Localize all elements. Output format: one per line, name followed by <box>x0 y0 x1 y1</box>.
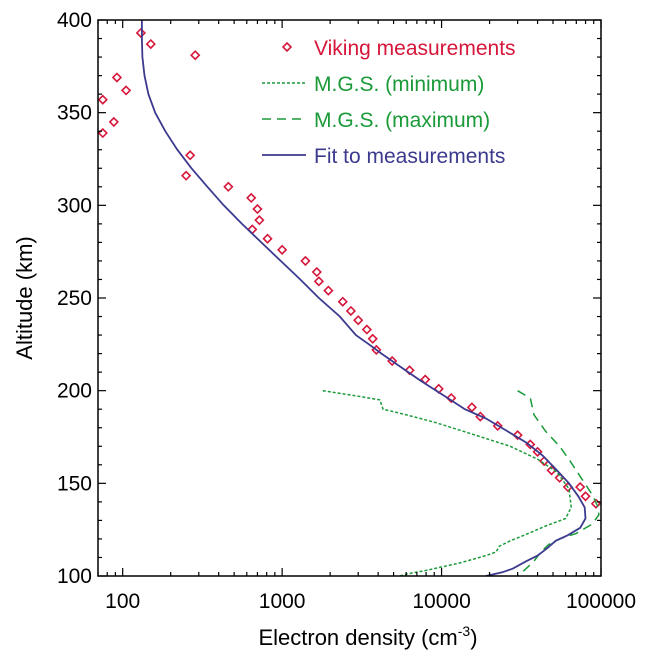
x-tick-label: 1000 <box>259 590 306 613</box>
data-point <box>135 27 146 39</box>
legend-marker <box>281 41 293 53</box>
data-layer <box>98 20 601 576</box>
viking-measurements-series <box>98 27 601 509</box>
data-point <box>108 116 119 128</box>
data-point <box>223 181 234 192</box>
data-point <box>98 94 108 105</box>
x-tick-label: 100 <box>105 590 140 613</box>
data-point <box>190 50 201 61</box>
data-point <box>345 305 357 317</box>
series-line-2 <box>517 390 600 576</box>
data-point <box>185 150 196 161</box>
plot-frame <box>97 19 602 577</box>
legend-label: Viking measurements <box>314 37 516 60</box>
y-axis-title: Altitude (km) <box>12 236 37 359</box>
x-tick-label: 10000 <box>412 590 470 613</box>
x-tick-label: 100000 <box>566 590 636 613</box>
data-point <box>323 285 334 296</box>
y-tick-label: 100 <box>57 565 92 588</box>
legend-label: M.G.S. (minimum) <box>314 73 484 96</box>
data-point <box>246 192 257 204</box>
legend: Viking measurements M.G.S. (minimum) M.G.S… <box>262 37 516 168</box>
y-tick-label: 400 <box>57 9 92 32</box>
data-point <box>98 127 108 139</box>
data-point <box>300 255 311 267</box>
data-point <box>145 38 156 50</box>
data-point <box>353 315 364 326</box>
y-tick-label: 200 <box>57 380 92 403</box>
series-line-1 <box>322 389 572 576</box>
y-tick-label: 150 <box>57 472 92 495</box>
data-point <box>254 215 265 226</box>
data-point <box>252 203 263 215</box>
data-point <box>311 266 322 278</box>
data-point <box>367 333 378 344</box>
data-point <box>546 465 557 476</box>
y-tick-label: 350 <box>57 102 92 125</box>
data-point <box>580 491 591 502</box>
data-point <box>337 296 348 307</box>
data-point <box>181 170 192 181</box>
data-point <box>361 324 372 335</box>
data-point <box>276 244 288 255</box>
data-point <box>262 233 273 244</box>
legend-label: M.G.S. (maximum) <box>314 109 490 132</box>
y-axis: 100 150 200 250 300 350 400 <box>57 9 601 588</box>
y-tick-label: 250 <box>57 287 92 310</box>
y-tick-label: 300 <box>57 194 92 217</box>
data-point <box>575 481 586 493</box>
data-point <box>313 276 325 287</box>
data-point <box>120 85 132 96</box>
data-point <box>512 430 523 441</box>
series-line-3 <box>141 20 587 576</box>
x-axis-title: Electron density (cm-3) <box>258 623 477 650</box>
data-point <box>111 72 123 83</box>
x-axis: 100 1000 10000 100000 <box>97 20 636 613</box>
legend-label: Fit to measurements <box>314 145 505 168</box>
